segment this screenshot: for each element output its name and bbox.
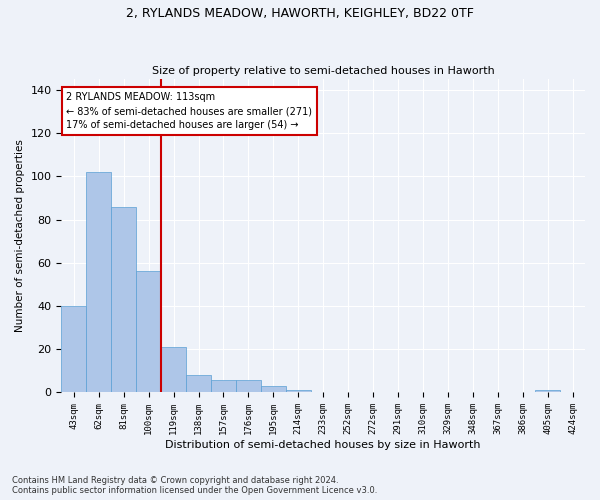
Bar <box>211 380 236 392</box>
Text: Contains HM Land Registry data © Crown copyright and database right 2024.
Contai: Contains HM Land Registry data © Crown c… <box>12 476 377 495</box>
Title: Size of property relative to semi-detached houses in Haworth: Size of property relative to semi-detach… <box>152 66 494 76</box>
Bar <box>535 390 560 392</box>
Bar <box>86 172 111 392</box>
Bar <box>286 390 311 392</box>
Bar <box>61 306 86 392</box>
Text: 2 RYLANDS MEADOW: 113sqm
← 83% of semi-detached houses are smaller (271)
17% of : 2 RYLANDS MEADOW: 113sqm ← 83% of semi-d… <box>67 92 313 130</box>
Bar <box>261 386 286 392</box>
Bar <box>136 272 161 392</box>
Text: 2, RYLANDS MEADOW, HAWORTH, KEIGHLEY, BD22 0TF: 2, RYLANDS MEADOW, HAWORTH, KEIGHLEY, BD… <box>126 8 474 20</box>
Bar <box>236 380 261 392</box>
X-axis label: Distribution of semi-detached houses by size in Haworth: Distribution of semi-detached houses by … <box>166 440 481 450</box>
Bar <box>161 347 186 393</box>
Bar <box>186 375 211 392</box>
Y-axis label: Number of semi-detached properties: Number of semi-detached properties <box>15 140 25 332</box>
Bar <box>111 206 136 392</box>
